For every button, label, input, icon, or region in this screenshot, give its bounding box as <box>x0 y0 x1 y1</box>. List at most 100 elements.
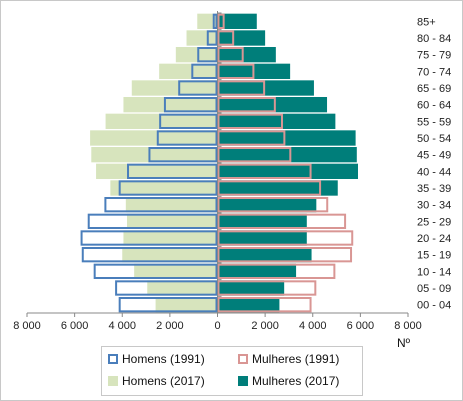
legend-swatch-homens-2017 <box>108 376 118 386</box>
x-tick-label-3: 2 000 <box>156 320 184 332</box>
x-tick-label-2: 4 000 <box>108 320 136 332</box>
age-label-35-39: 35 - 39 <box>417 183 451 195</box>
x-tick-label-6: 4 000 <box>299 320 327 332</box>
bar-homens-2017-40-44 <box>96 163 218 179</box>
legend-swatch-homens-1991 <box>108 354 118 364</box>
age-label-55-59: 55 - 59 <box>417 116 451 128</box>
bar-homens-1991-70-74 <box>191 63 218 79</box>
age-label-25-29: 25 - 29 <box>417 216 451 228</box>
age-label-85: 85+ <box>417 16 436 28</box>
age-label-20-24: 20 - 24 <box>417 233 451 245</box>
bar-homens-2017-00-04 <box>155 297 218 313</box>
bar-mulheres-2017-55-59 <box>217 113 336 129</box>
bar-mulheres-2017-05-09 <box>217 280 285 296</box>
bar-mulheres-1991-05-09 <box>217 280 317 296</box>
bar-homens-1991-40-44 <box>127 163 218 180</box>
bar-homens-1991-15-19 <box>81 247 218 263</box>
legend-item-homens-2017: Homens (2017) <box>108 374 205 388</box>
age-label-70-74: 70 - 74 <box>417 66 451 78</box>
x-tick-label-5: 2 000 <box>251 320 279 332</box>
age-label-80-84: 80 - 84 <box>417 33 451 45</box>
bar-mulheres-1991-65-69 <box>217 80 266 96</box>
bar-mulheres-2017-75-79 <box>217 47 276 63</box>
bar-mulheres-1991-10-14 <box>217 263 336 279</box>
bars-2017-layer <box>90 13 358 313</box>
legend-label-homens-2017: Homens (2017) <box>122 374 205 388</box>
x-tick-label-8: 8 000 <box>394 320 422 332</box>
bar-homens-2017-50-54 <box>90 130 218 146</box>
bar-homens-2017-55-59 <box>105 113 218 129</box>
age-label-50-54: 50 - 54 <box>417 133 451 145</box>
x-axis-label: Nº <box>397 336 411 350</box>
legend-swatch-mulheres-2017 <box>238 376 248 386</box>
bar-homens-2017-45-49 <box>91 147 218 163</box>
bar-homens-1991-00-04 <box>118 297 218 313</box>
bar-mulheres-1991-75-79 <box>217 47 244 63</box>
bar-homens-1991-30-34 <box>104 197 218 213</box>
age-label-15-19: 15 - 19 <box>417 250 451 262</box>
bar-homens-2017-05-09 <box>147 280 218 296</box>
legend-label-homens-1991: Homens (1991) <box>122 352 205 366</box>
bar-homens-2017-15-19 <box>122 247 218 263</box>
bar-homens-1991-65-69 <box>178 80 218 96</box>
bar-mulheres-2017-30-34 <box>217 197 317 213</box>
age-label-65-69: 65 - 69 <box>417 83 451 95</box>
bar-mulheres-1991-80-84 <box>217 30 235 46</box>
bar-homens-1991-05-09 <box>115 280 218 296</box>
bar-mulheres-2017-60-64 <box>217 97 328 113</box>
bar-homens-1991-35-39 <box>118 180 218 196</box>
x-tick-label-1: 6 000 <box>61 320 89 332</box>
x-tick-label-0: 8 000 <box>13 320 41 332</box>
x-tick-labels: 8 000 6 000 4 000 2 000 0 2 000 4 000 6 000 8 00… <box>13 320 422 332</box>
age-label-40-44: 40 - 44 <box>417 166 451 178</box>
axes-layer <box>26 11 409 317</box>
bar-mulheres-2017-65-69 <box>217 80 314 96</box>
legend-item-mulheres-2017: Mulheres (2017) <box>238 374 339 388</box>
bar-homens-2017-60-64 <box>123 97 218 113</box>
bar-homens-1991-10-14 <box>93 263 218 279</box>
bar-mulheres-1991-00-04 <box>217 297 312 313</box>
bar-mulheres-1991-60-64 <box>217 97 276 113</box>
bar-mulheres-2017-45-49 <box>217 147 357 163</box>
bar-mulheres-2017-10-14 <box>217 263 297 279</box>
age-label-05-09: 05 - 09 <box>417 283 451 295</box>
bar-homens-1991-20-24 <box>80 230 218 246</box>
bar-homens-1991-25-29 <box>87 213 218 230</box>
bar-mulheres-2017-40-44 <box>217 163 358 179</box>
bar-mulheres-1991-50-54 <box>217 130 286 146</box>
age-label-60-64: 60 - 64 <box>417 100 451 112</box>
bar-mulheres-1991-40-44 <box>217 163 312 180</box>
bar-homens-2017-70-74 <box>159 63 218 79</box>
bar-mulheres-2017-50-54 <box>217 130 356 146</box>
bar-mulheres-2017-20-24 <box>217 230 307 246</box>
bar-mulheres-1991-35-39 <box>217 180 322 196</box>
age-label-45-49: 45 - 49 <box>417 150 451 162</box>
bar-mulheres-1991-70-74 <box>217 63 255 79</box>
bar-mulheres-2017-85 <box>217 13 257 29</box>
bar-homens-1991-60-64 <box>163 97 218 113</box>
bar-mulheres-1991-20-24 <box>217 230 354 246</box>
bar-homens-1991-55-59 <box>159 113 218 129</box>
legend-label-mulheres-1991: Mulheres (1991) <box>252 352 340 366</box>
bar-homens-2017-65-69 <box>131 80 218 96</box>
age-label-75-79: 75 - 79 <box>417 50 451 62</box>
bar-mulheres-2017-35-39 <box>217 180 338 196</box>
x-tick-label-4: 0 <box>214 320 220 332</box>
bar-mulheres-1991-25-29 <box>217 213 347 230</box>
bar-homens-2017-80-84 <box>186 30 218 46</box>
age-label-00-04: 00 - 04 <box>417 300 451 312</box>
legend-label-mulheres-2017: Mulheres (2017) <box>252 374 340 388</box>
legend-swatch-mulheres-1991 <box>238 354 248 364</box>
bar-homens-1991-75-79 <box>197 47 218 63</box>
age-label-10-14: 10 - 14 <box>417 266 451 278</box>
bar-mulheres-1991-55-59 <box>217 113 283 129</box>
bar-mulheres-1991-30-34 <box>217 197 329 213</box>
bar-mulheres-2017-80-84 <box>217 30 266 46</box>
bar-homens-2017-30-34 <box>125 197 218 213</box>
bar-homens-2017-10-14 <box>134 263 218 279</box>
bar-homens-2017-20-24 <box>123 230 218 246</box>
chart-legend: Homens (1991) Mulheres (1991) Homens (20… <box>101 346 363 396</box>
age-label-30-34: 30 - 34 <box>417 200 451 212</box>
age-group-labels: 00 - 04 05 - 09 10 - 14 15 - 19 20 - 24 25 - … <box>417 16 451 311</box>
